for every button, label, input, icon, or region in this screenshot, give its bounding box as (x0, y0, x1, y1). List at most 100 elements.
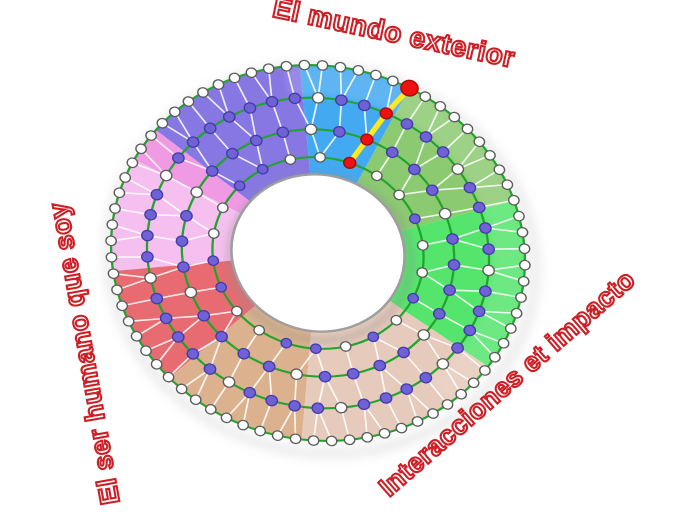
grid-node[interactable] (438, 207, 452, 220)
grid-node[interactable] (378, 427, 391, 439)
grid-node[interactable] (189, 394, 202, 406)
grid-node[interactable] (507, 194, 520, 206)
grid-node[interactable] (513, 210, 525, 222)
grid-node[interactable] (119, 172, 132, 183)
grid-node[interactable] (262, 360, 276, 373)
grid-node[interactable] (159, 169, 173, 182)
grid-node[interactable] (256, 163, 269, 175)
grid-node[interactable] (352, 65, 365, 76)
grid-node[interactable] (419, 131, 433, 143)
grid-node[interactable] (215, 330, 228, 343)
grid-node[interactable] (461, 123, 474, 135)
grid-node[interactable] (105, 251, 118, 263)
grid-node[interactable] (370, 170, 383, 182)
grid-node[interactable] (126, 157, 139, 169)
grid-node[interactable] (479, 285, 492, 298)
grid-node[interactable] (447, 259, 461, 271)
grid-node[interactable] (135, 143, 147, 155)
grid-node[interactable] (207, 255, 220, 266)
grid-node[interactable] (504, 323, 517, 334)
grid-node[interactable] (472, 201, 486, 214)
grid-node[interactable] (334, 401, 348, 414)
grid-node[interactable] (288, 400, 301, 412)
grid-node[interactable] (436, 358, 450, 370)
highlight-node[interactable] (399, 79, 419, 98)
grid-node[interactable] (156, 117, 169, 129)
grid-node[interactable] (141, 229, 154, 242)
grid-node[interactable] (400, 118, 414, 130)
grid-node[interactable] (479, 365, 491, 376)
grid-node[interactable] (159, 312, 173, 325)
grid-node[interactable] (150, 292, 164, 305)
grid-node[interactable] (116, 300, 129, 312)
grid-node[interactable] (144, 272, 157, 284)
grid-node[interactable] (361, 431, 374, 443)
grid-node[interactable] (473, 136, 486, 148)
grid-node[interactable] (262, 63, 275, 75)
grid-node[interactable] (237, 419, 249, 431)
grid-node[interactable] (271, 430, 284, 441)
grid-node[interactable] (207, 228, 220, 239)
grid-node[interactable] (197, 309, 211, 322)
grid-node[interactable] (416, 240, 429, 251)
grid-node[interactable] (162, 371, 175, 383)
grid-node[interactable] (339, 341, 352, 352)
grid-node[interactable] (451, 342, 464, 354)
grid-node[interactable] (446, 233, 459, 245)
grid-node[interactable] (203, 363, 217, 375)
grid-node[interactable] (109, 203, 121, 214)
grid-node[interactable] (311, 92, 325, 104)
grid-node[interactable] (393, 189, 406, 201)
grid-node[interactable] (518, 243, 531, 255)
grid-node[interactable] (243, 386, 257, 399)
grid-node[interactable] (288, 92, 302, 105)
grid-node[interactable] (105, 235, 117, 247)
grid-node[interactable] (515, 292, 527, 303)
grid-node[interactable] (215, 281, 228, 293)
grid-node[interactable] (390, 314, 403, 326)
grid-node[interactable] (316, 60, 329, 71)
grid-node[interactable] (186, 136, 200, 148)
grid-node[interactable] (168, 106, 181, 118)
grid-node[interactable] (369, 69, 382, 81)
grid-node[interactable] (237, 347, 251, 360)
grid-node[interactable] (150, 358, 163, 370)
grid-node[interactable] (367, 331, 380, 343)
grid-node[interactable] (472, 305, 486, 318)
grid-node[interactable] (357, 99, 371, 112)
grid-node[interactable] (484, 149, 496, 161)
grid-node[interactable] (395, 422, 408, 434)
grid-node[interactable] (106, 219, 119, 230)
grid-node[interactable] (212, 79, 225, 90)
grid-node[interactable] (417, 329, 431, 341)
grid-node[interactable] (427, 408, 439, 419)
grid-node[interactable] (203, 122, 217, 135)
highlight-path[interactable] (346, 79, 413, 172)
grid-node[interactable] (205, 165, 219, 177)
grid-node[interactable] (434, 100, 447, 112)
grid-node[interactable] (253, 324, 266, 336)
highlight-node[interactable] (360, 133, 374, 146)
grid-node[interactable] (175, 383, 188, 395)
grid-node[interactable] (493, 164, 506, 176)
grid-node[interactable] (230, 305, 243, 317)
grid-node[interactable] (243, 102, 257, 114)
grid-node[interactable] (220, 412, 233, 424)
grid-node[interactable] (408, 163, 421, 176)
grid-node[interactable] (216, 202, 229, 214)
grid-node[interactable] (482, 264, 495, 277)
grid-node[interactable] (346, 367, 360, 380)
highlight-node[interactable] (343, 156, 357, 169)
grid-node[interactable] (407, 292, 420, 304)
grid-node[interactable] (276, 126, 290, 139)
grid-node[interactable] (175, 235, 189, 247)
grid-node[interactable] (334, 61, 347, 73)
grid-node[interactable] (416, 267, 429, 278)
grid-node[interactable] (501, 179, 514, 191)
grid-node[interactable] (335, 94, 348, 106)
grid-node[interactable] (190, 186, 204, 198)
grid-node[interactable] (171, 331, 185, 343)
grid-node[interactable] (432, 308, 446, 320)
grid-node[interactable] (517, 276, 530, 287)
grid-node[interactable] (226, 147, 239, 160)
